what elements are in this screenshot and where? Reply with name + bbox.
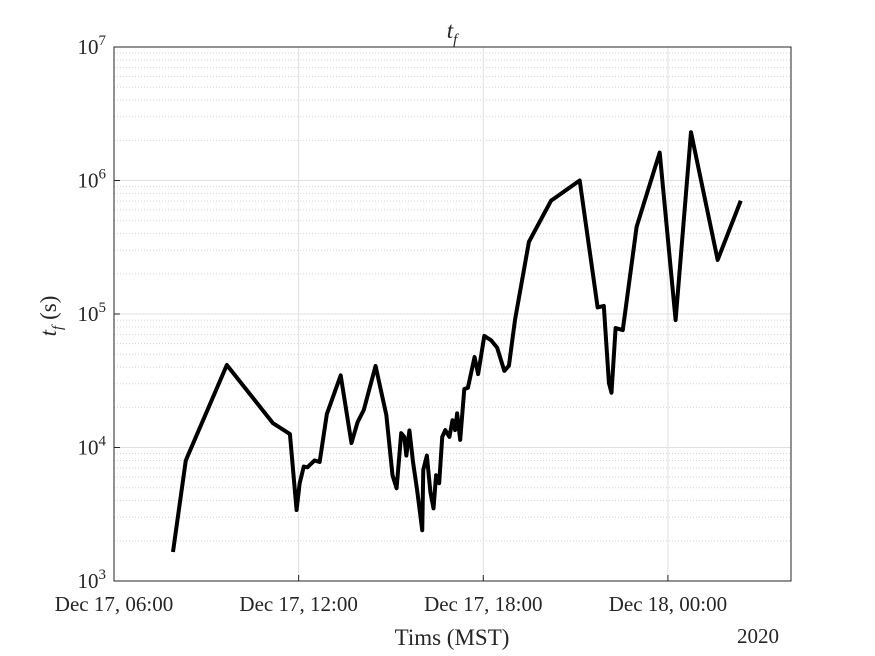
y-tick-exponent: 5 bbox=[99, 300, 107, 316]
data-line bbox=[170, 130, 743, 553]
ylabel-unit: (s) bbox=[36, 296, 61, 320]
y-tick-exponent: 7 bbox=[99, 33, 107, 49]
x-tick-label: Dec 17, 06:00 bbox=[55, 592, 173, 616]
axes-box bbox=[113, 46, 792, 582]
x-tick-label: Dec 18, 00:00 bbox=[609, 592, 727, 616]
y-tick-exponent: 3 bbox=[99, 567, 107, 583]
chart-title: tf bbox=[447, 18, 459, 48]
title-base: t bbox=[447, 18, 454, 43]
title-sub: f bbox=[453, 32, 459, 48]
y-tick-exponent: 6 bbox=[99, 167, 107, 183]
y-tick-label: 105 bbox=[78, 300, 107, 326]
x-secondary-label: 2020 bbox=[737, 624, 779, 648]
x-tick-label: Dec 17, 18:00 bbox=[424, 592, 542, 616]
y-tick-label: 103 bbox=[78, 567, 107, 593]
y-tick-label: 104 bbox=[78, 434, 107, 460]
x-axis-label: Tims (MST) bbox=[395, 625, 510, 650]
ylabel-base: t bbox=[36, 329, 61, 336]
y-tick-label: 107 bbox=[78, 33, 107, 59]
y-tick-label: 106 bbox=[78, 167, 107, 193]
y-tick-base: 10 bbox=[78, 569, 99, 593]
y-tick-base: 10 bbox=[78, 169, 99, 193]
y-axis-label: tf (s) bbox=[36, 296, 66, 337]
ylabel-sub: f bbox=[50, 324, 66, 330]
y-tick-base: 10 bbox=[78, 35, 99, 59]
y-tick-base: 10 bbox=[78, 302, 99, 326]
x-tick-label: Dec 17, 12:00 bbox=[239, 592, 357, 616]
y-tick-base: 10 bbox=[78, 436, 99, 460]
y-tick-exponent: 4 bbox=[99, 434, 107, 450]
